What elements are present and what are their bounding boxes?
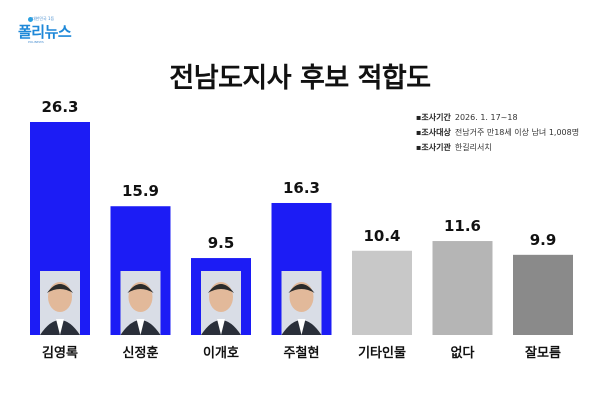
survey-info-key: 조사대상: [421, 128, 451, 137]
bar-없다: [432, 241, 493, 335]
category-label: 이개호: [203, 345, 239, 361]
candidate-photo-icon: [201, 271, 241, 335]
value-label: 11.6: [444, 217, 481, 235]
logo-sub-text: POLINEWS: [28, 40, 44, 44]
survey-info-key: 조사기간: [421, 113, 451, 122]
value-label: 10.4: [363, 227, 400, 245]
candidate-photo-icon: [40, 271, 80, 335]
category-label: 없다: [451, 345, 475, 361]
logo-top-text: 대한민국 1등: [32, 16, 55, 21]
survey-info-row: ▪조사기간 2026. 1. 17~18: [416, 113, 518, 122]
chart-title: 전남도지사 후보 적합도: [169, 63, 431, 94]
candidate-photo-icon: [281, 271, 322, 335]
survey-info-key: 조사기관: [421, 143, 451, 152]
bar-잘모름: [513, 254, 573, 335]
candidate-photo-icon: [120, 271, 161, 335]
bar-기타인물: [352, 250, 412, 335]
value-label: 26.3: [41, 98, 78, 116]
value-label: 15.9: [122, 182, 159, 200]
survey-info-value: 전남거주 만18세 이상 남녀 1,008명: [454, 128, 580, 137]
polinews-logo: 대한민국 1등 폴리뉴스 POLINEWS: [14, 6, 74, 50]
survey-info-row: ▪조사대상 전남거주 만18세 이상 남녀 1,008명: [416, 128, 580, 137]
value-label: 16.3: [283, 179, 320, 197]
category-label: 신정훈: [123, 345, 159, 361]
category-label: 기타인물: [358, 345, 406, 361]
survey-info-row: ▪조사기관 한길리서치: [416, 143, 492, 152]
value-label: 9.9: [530, 231, 557, 249]
category-label: 주철현: [284, 345, 320, 361]
value-label: 9.5: [208, 234, 235, 252]
category-label: 김영록: [42, 346, 78, 361]
survey-info-value: 한길리서치: [454, 143, 492, 152]
survey-info: ▪조사기간 2026. 1. 17~18 ▪조사대상 전남거주 만18세 이상 남녀…: [416, 110, 579, 155]
logo-dot-icon: [28, 17, 33, 22]
logo-name: 폴리뉴스: [18, 23, 72, 41]
category-label: 잘모름: [525, 346, 561, 361]
survey-info-value: 2026. 1. 17~18: [454, 113, 518, 122]
